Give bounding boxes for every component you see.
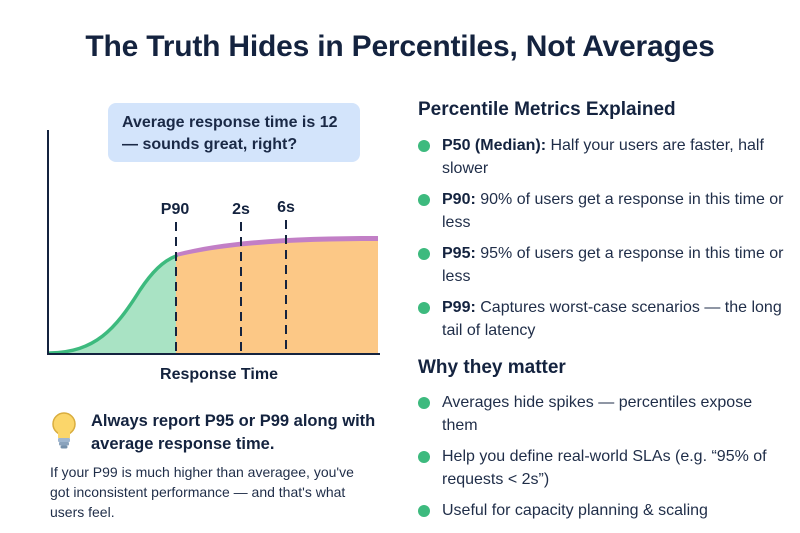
- list-item: P95: 95% of users get a response in this…: [418, 242, 788, 288]
- bullet-dot-icon: [418, 505, 430, 517]
- description: Captures worst-case scenarios — the long…: [442, 299, 782, 339]
- bullet-dot-icon: [418, 451, 430, 463]
- x-axis-label: Response Time: [160, 366, 278, 383]
- region-below-p90: [50, 256, 176, 353]
- list-item: Help you define real-world SLAs (e.g. “9…: [418, 445, 788, 491]
- region-above-p90: [176, 240, 378, 353]
- description: 90% of users get a response in this time…: [442, 191, 784, 231]
- list-item: P99: Captures worst-case scenarios — the…: [418, 296, 788, 342]
- description: Half your users are faster, half slower: [442, 137, 764, 177]
- marker-label-6s: 6s: [277, 199, 295, 216]
- tip-body: If your P99 is much higher than averagee…: [50, 464, 354, 520]
- percentiles-list: P50 (Median): Half your users are faster…: [418, 134, 788, 350]
- term: P50 (Median):: [442, 137, 547, 154]
- bullet-dot-icon: [418, 140, 430, 152]
- lightbulb-icon: [52, 412, 76, 449]
- marker-label-2s: 2s: [232, 201, 250, 218]
- term: P95:: [442, 245, 476, 262]
- why-item-text: Averages hide spikes — percentiles expos…: [442, 394, 753, 434]
- bullet-dot-icon: [418, 397, 430, 409]
- bullet-dot-icon: [418, 302, 430, 314]
- tail-band: [176, 236, 378, 257]
- percentiles-heading: Percentile Metrics Explained: [418, 99, 676, 120]
- list-item: P50 (Median): Half your users are faster…: [418, 134, 788, 180]
- list-item: Averages hide spikes — percentiles expos…: [418, 391, 788, 437]
- distribution-curve: [48, 254, 178, 355]
- marker-label-p90: P90: [161, 201, 190, 218]
- why-item-text: Help you define real-world SLAs (e.g. “9…: [442, 448, 767, 488]
- list-item: Useful for capacity planning & scaling: [418, 499, 788, 522]
- term: P90:: [442, 191, 476, 208]
- average-callout: Average response time is 12 — sounds gre…: [108, 103, 360, 162]
- why-item-text: Useful for capacity planning & scaling: [442, 502, 708, 519]
- bullet-dot-icon: [418, 248, 430, 260]
- page-title: The Truth Hides in Percentiles, Not Aver…: [85, 30, 715, 63]
- response-time-chart: P90 2s 6s: [47, 130, 380, 355]
- tip-headline: Always report P95 or P99 along with aver…: [91, 412, 376, 453]
- list-item: P90: 90% of users get a response in this…: [418, 188, 788, 234]
- why-heading: Why they matter: [418, 357, 566, 378]
- term: P99:: [442, 299, 476, 316]
- bullet-dot-icon: [418, 194, 430, 206]
- description: 95% of users get a response in this time…: [442, 245, 784, 285]
- why-list: Averages hide spikes — percentiles expos…: [418, 391, 788, 530]
